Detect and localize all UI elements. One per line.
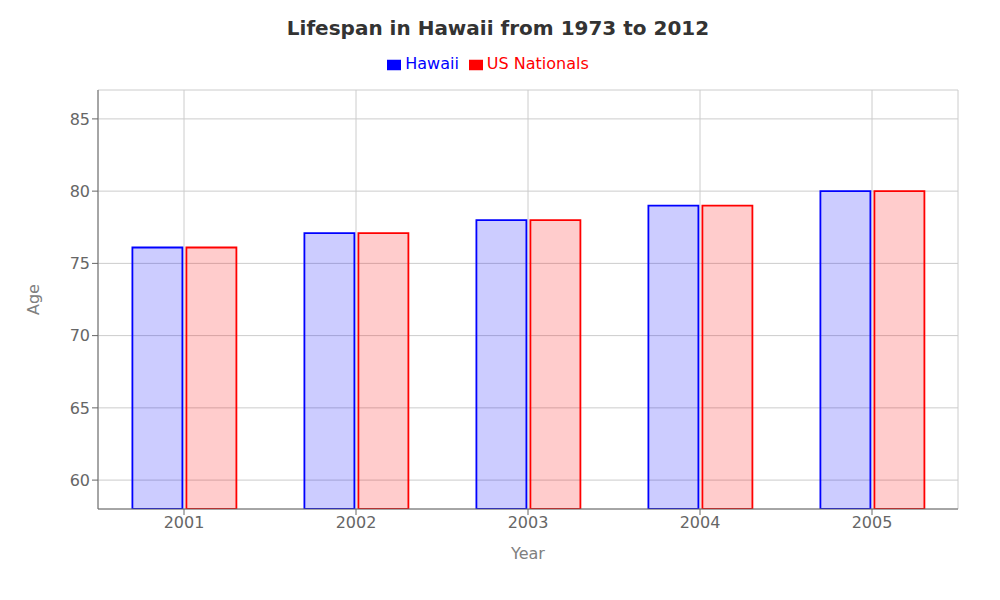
svg-text:Age: Age [24,284,43,315]
html-text:Hawaii: Hawaii [405,54,459,73]
svg-text:75: 75 [70,254,90,273]
svg-text:65: 65 [70,399,90,418]
svg-text:60: 60 [70,471,90,490]
svg-text:80: 80 [70,182,90,201]
svg-text:Year: Year [510,544,545,563]
svg-text:2005: 2005 [852,513,893,532]
svg-text:2001: 2001 [164,513,205,532]
svg-text:2004: 2004 [680,513,721,532]
html-text:Lifespan in Hawaii from 1973 t: Lifespan in Hawaii from 1973 to 2012 [286,16,710,40]
svg-text:2003: 2003 [508,513,549,532]
svg-text:85: 85 [70,110,90,129]
html-text:US Nationals: US Nationals [486,54,589,73]
svg-text:70: 70 [70,326,90,345]
svg-text:2002: 2002 [336,513,377,532]
